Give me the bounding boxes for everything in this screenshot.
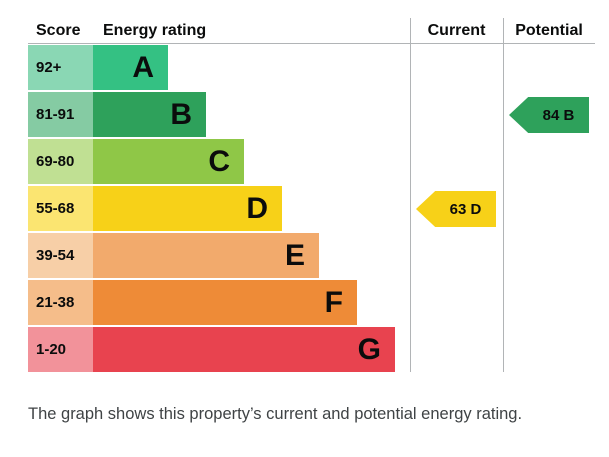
score-cell-b: 81-91 (28, 92, 93, 137)
score-cell-e: 39-54 (28, 233, 93, 278)
header-energy-rating: Energy rating (103, 21, 207, 39)
band-bar-a: A (93, 45, 168, 90)
band-bar-e: E (93, 233, 319, 278)
potential-arrow: 84 B (509, 97, 589, 133)
band-bar-g: G (93, 327, 395, 372)
band-letter-c: C (208, 145, 230, 178)
score-cell-f: 21-38 (28, 280, 93, 325)
band-letter-d: D (246, 192, 268, 225)
band-letter-b: B (170, 98, 192, 131)
current-rating-label: 63 D (449, 200, 482, 218)
header-current: Current (427, 21, 486, 39)
band-rows: 92+ A 81-91 B 69-80 C 55-68 (28, 44, 595, 372)
band-row-f: 21-38 F (28, 280, 595, 325)
band-row-b: 81-91 B (28, 92, 595, 137)
current-arrow: 63 D (416, 191, 496, 227)
column-divider-potential (503, 18, 504, 372)
column-divider-current (410, 18, 411, 372)
band-bar-c: C (93, 139, 244, 184)
chart-header: Score Energy rating Current Potential (28, 18, 595, 44)
band-bar-b: B (93, 92, 206, 137)
header-score: Score (36, 21, 81, 39)
band-letter-e: E (284, 239, 305, 272)
potential-rating-label: 84 B (542, 106, 575, 124)
band-row-a: 92+ A (28, 45, 595, 90)
band-row-g: 1-20 G (28, 327, 595, 372)
band-row-d: 55-68 D (28, 186, 595, 231)
score-cell-c: 69-80 (28, 139, 93, 184)
score-cell-d: 55-68 (28, 186, 93, 231)
score-cell-a: 92+ (28, 45, 93, 90)
score-cell-g: 1-20 (28, 327, 93, 372)
energy-rating-chart: Score Energy rating Current Potential 92… (28, 18, 595, 372)
band-bar-d: D (93, 186, 282, 231)
chart-caption: The graph shows this property’s current … (28, 405, 523, 423)
band-row-e: 39-54 E (28, 233, 595, 278)
band-letter-f: F (324, 286, 343, 319)
band-letter-g: G (357, 333, 381, 366)
band-bar-f: F (93, 280, 357, 325)
band-letter-a: A (132, 51, 154, 84)
band-row-c: 69-80 C (28, 139, 595, 184)
header-potential: Potential (515, 21, 583, 39)
